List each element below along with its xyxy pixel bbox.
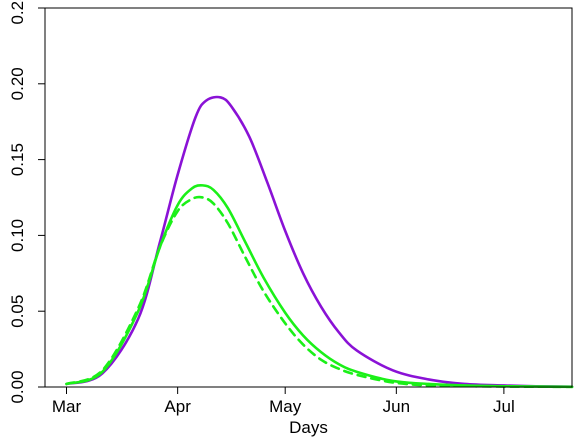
y-tick-label: 0.20: [8, 67, 27, 100]
plot-border: [44, 7, 573, 388]
plot-area: [65, 95, 574, 389]
x-tick-label: Jun: [383, 397, 410, 416]
x-axis-title: Days: [289, 418, 328, 437]
y-tick-label: 0.00: [8, 370, 27, 403]
x-tick-label: Mar: [52, 397, 82, 416]
x-tick-label: Jul: [493, 397, 515, 416]
y-tick-label: 0.25: [8, 0, 27, 25]
y-tick-label: 0.10: [8, 219, 27, 252]
axes: 0.00 0.05 0.10 0.15 0.20 0.25 Mar Apr May Jun Jul: [8, 0, 573, 416]
series-line-1: [65, 95, 574, 388]
x-tick-label: Apr: [164, 397, 191, 416]
x-tick-label: May: [269, 397, 302, 416]
series-line-3: [65, 195, 574, 389]
series-line-2: [65, 183, 574, 389]
y-tick-label: 0.05: [8, 295, 27, 328]
y-tick-label: 0.15: [8, 143, 27, 176]
